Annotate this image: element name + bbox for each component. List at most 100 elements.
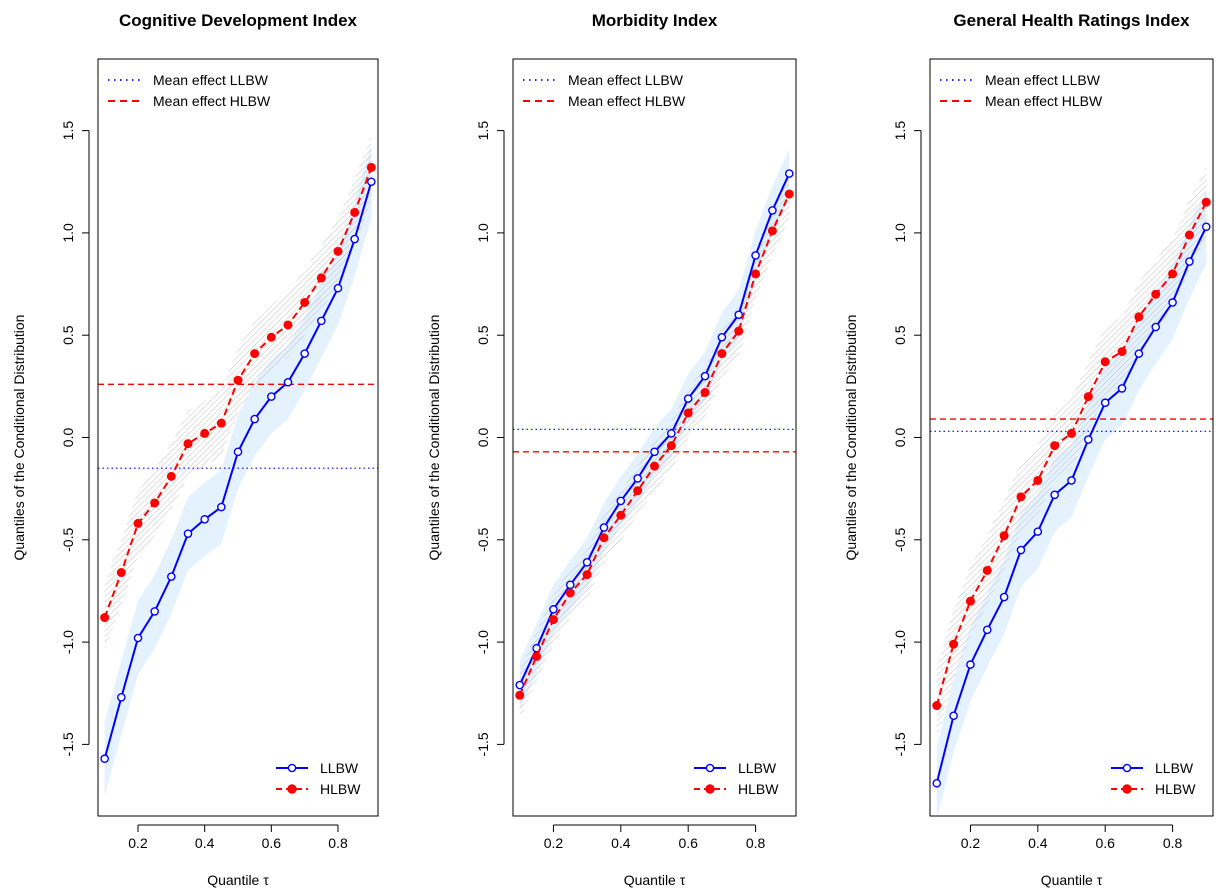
- data-point-llbw: [1117, 384, 1127, 393]
- x-tick-label: 0.6: [678, 835, 698, 851]
- data-point-llbw: [167, 572, 176, 581]
- data-point-llbw: [150, 607, 159, 616]
- data-point-hlbw: [515, 690, 525, 700]
- x-tick-label: 0.4: [1028, 835, 1048, 851]
- data-point-llbw: [700, 371, 710, 381]
- data-point-hlbw: [548, 615, 558, 625]
- x-tick-label: 0.4: [195, 835, 215, 851]
- panel-morbidity: Morbidity Index 0.2 0.4 0.6 0.8 Quantile τ -1.…: [426, 11, 797, 888]
- data-point-hlbw: [949, 639, 959, 649]
- data-point-hlbw: [666, 441, 676, 451]
- legend-bottom-label: HLBW: [320, 781, 361, 797]
- panel-title: Morbidity Index: [592, 11, 718, 30]
- y-tick-label: -1.0: [60, 630, 76, 654]
- data-point-hlbw: [150, 498, 160, 508]
- y-tick-label: 1.5: [60, 121, 76, 141]
- legend-bottom-marker-hlbw: [1122, 784, 1132, 794]
- data-point-hlbw: [233, 375, 243, 385]
- data-point-llbw: [565, 580, 575, 590]
- confidence-band-hlbw: [519, 169, 790, 720]
- data-point-llbw: [1185, 257, 1194, 266]
- data-point-llbw: [1033, 527, 1043, 536]
- data-point-llbw: [233, 447, 243, 457]
- data-point-hlbw: [1083, 392, 1093, 402]
- plot-frame: [929, 58, 1214, 817]
- data-point-hlbw: [650, 461, 659, 471]
- y-tick-label: -1.0: [475, 630, 491, 654]
- data-point-llbw: [133, 633, 143, 643]
- data-point-hlbw: [333, 246, 343, 256]
- data-point-hlbw: [283, 320, 293, 330]
- x-tick-label: 0.8: [746, 835, 766, 851]
- y-tick-label: -0.5: [892, 528, 908, 552]
- y-tick-label: 0.0: [60, 428, 76, 448]
- y-axis-label: Quantiles of the Conditional Distributio…: [426, 315, 442, 561]
- data-point-llbw: [717, 332, 727, 342]
- plot-frame: [97, 58, 379, 817]
- data-point-llbw: [966, 660, 975, 669]
- data-point-hlbw: [350, 207, 360, 217]
- data-point-hlbw: [965, 596, 975, 606]
- data-point-llbw: [999, 592, 1009, 602]
- legend-bottom-marker-llbw: [705, 763, 715, 773]
- legend-bottom-label: HLBW: [1155, 781, 1196, 797]
- data-point-hlbw: [616, 510, 626, 520]
- data-point-llbw: [532, 643, 541, 653]
- y-tick-label: -1.5: [475, 732, 491, 756]
- x-tick-label: 0.2: [544, 835, 564, 851]
- data-point-llbw: [633, 474, 642, 483]
- data-point-hlbw: [999, 531, 1009, 541]
- legend-bottom-label: LLBW: [320, 760, 359, 776]
- legend-top-label: Mean effect HLBW: [985, 93, 1103, 109]
- data-point-hlbw: [183, 439, 193, 449]
- legend-bottom-label: HLBW: [738, 781, 779, 797]
- data-point-llbw: [250, 414, 259, 424]
- x-tick-label: 0.4: [611, 835, 631, 851]
- data-point-hlbw: [1184, 230, 1194, 240]
- data-point-llbw: [350, 234, 359, 244]
- data-point-llbw: [1084, 435, 1093, 444]
- y-tick-label: -1.0: [892, 630, 908, 654]
- panel-title: General Health Ratings Index: [953, 11, 1190, 30]
- data-point-hlbw: [200, 428, 210, 438]
- data-point-llbw: [1201, 222, 1211, 232]
- confidence-band-hlbw: [104, 134, 372, 651]
- legend-bottom-marker-hlbw: [287, 784, 297, 794]
- plot-area: [513, 149, 796, 720]
- data-point-llbw: [599, 523, 609, 532]
- y-tick-label: 0.0: [475, 428, 491, 448]
- data-point-hlbw: [1151, 289, 1161, 299]
- data-point-hlbw: [717, 349, 727, 359]
- x-axis-label: Quantile τ: [624, 872, 686, 888]
- data-point-llbw: [1100, 398, 1110, 408]
- data-point-llbw: [367, 177, 376, 187]
- data-point-llbw: [650, 447, 659, 457]
- y-axis-label: Quantiles of the Conditional Distributio…: [843, 315, 859, 561]
- data-point-llbw: [1151, 322, 1161, 332]
- y-tick-label: -0.5: [475, 528, 491, 552]
- data-point-hlbw: [734, 326, 744, 336]
- data-point-llbw: [100, 754, 109, 764]
- x-tick-label: 0.6: [262, 835, 282, 851]
- data-point-llbw: [768, 206, 777, 215]
- panel-title: Cognitive Development Index: [119, 11, 358, 30]
- data-point-hlbw: [683, 408, 693, 418]
- x-tick-label: 0.2: [128, 835, 148, 851]
- data-point-hlbw: [784, 189, 794, 199]
- data-point-llbw: [582, 558, 592, 567]
- data-point-llbw: [1050, 490, 1059, 500]
- data-point-hlbw: [1033, 475, 1043, 485]
- data-point-hlbw: [532, 651, 542, 661]
- data-point-llbw: [1134, 349, 1144, 358]
- legend-top-label: Mean effect HLBW: [153, 93, 271, 109]
- data-point-llbw: [1067, 476, 1076, 485]
- x-tick-label: 0.6: [1095, 835, 1115, 851]
- y-tick-label: -1.5: [892, 732, 908, 756]
- data-point-hlbw: [982, 565, 992, 575]
- x-axis-label: Quantile τ: [1041, 872, 1103, 888]
- confidence-band-llbw: [104, 144, 372, 796]
- legend-bottom-marker-llbw: [1122, 763, 1132, 773]
- data-point-hlbw: [1016, 492, 1026, 502]
- data-point-llbw: [267, 392, 276, 401]
